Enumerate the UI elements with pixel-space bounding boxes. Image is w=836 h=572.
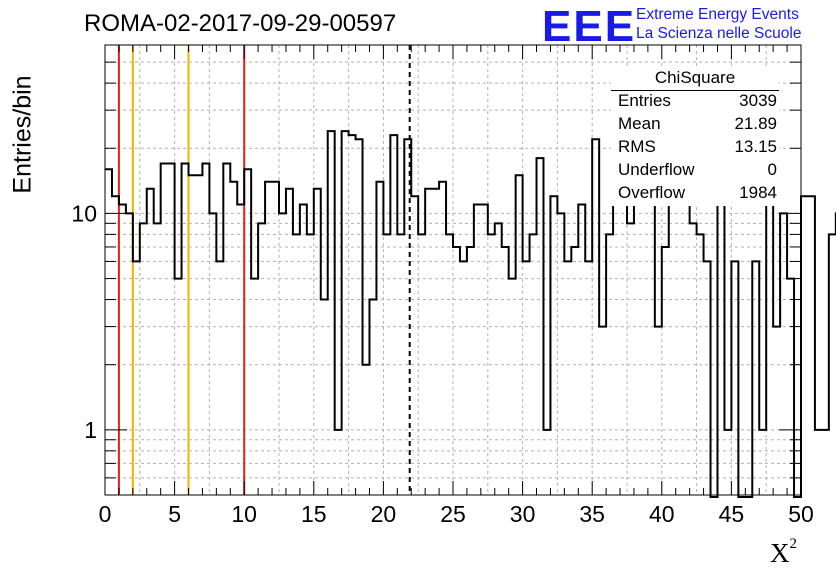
- stats-value: 0: [767, 160, 777, 179]
- x-tick-label: 15: [301, 501, 327, 527]
- stats-label: Mean: [618, 114, 661, 133]
- histogram-series: [105, 130, 836, 498]
- histogram-line: [105, 130, 836, 498]
- grid-layer: [105, 45, 801, 495]
- stats-row-overflow: Overflow 1984: [611, 183, 779, 206]
- logo-line2: La Scienza nelle Scuole: [636, 25, 802, 42]
- y-axis-label: Entries/bin: [8, 75, 37, 194]
- stats-row-underflow: Underflow 0: [611, 160, 779, 183]
- stats-value: 3039: [739, 91, 777, 110]
- eee-logo: EEE: [542, 2, 637, 51]
- marker-lines: [117, 45, 411, 495]
- x-tick-label: 25: [440, 501, 466, 527]
- x-tick-label: 35: [579, 501, 605, 527]
- x-tick-label: 20: [371, 501, 397, 527]
- x-tick-label: 40: [649, 501, 675, 527]
- x-tick-label: 5: [168, 501, 181, 527]
- x-axis-label-base: X: [770, 538, 790, 568]
- stats-row-entries: Entries 3039: [611, 91, 779, 114]
- x-axis-label-superscript: 2: [789, 536, 798, 552]
- x-tick-label: 50: [788, 501, 814, 527]
- plot-title: ROMA-02-2017-09-29-00597: [84, 10, 397, 37]
- stats-value: 13.15: [734, 137, 777, 156]
- stats-label: Underflow: [618, 160, 695, 179]
- y-tick-label: 10: [71, 200, 97, 226]
- stats-row-mean: Mean 21.89: [611, 114, 779, 137]
- logo-caption: Extreme Energy Events La Scienza nelle S…: [636, 5, 801, 43]
- stats-label: Entries: [618, 91, 671, 110]
- stats-value: 1984: [739, 183, 777, 202]
- stats-row-rms: RMS 13.15: [611, 137, 779, 160]
- stats-value: 21.89: [734, 114, 777, 133]
- stats-label: Overflow: [618, 183, 686, 202]
- x-tick-label: 30: [510, 501, 536, 527]
- y-tick-label: 1: [84, 417, 97, 443]
- logo-line1: Extreme Energy Events: [636, 6, 799, 23]
- axes: 0 5 10 15 20 25 30 35 40 45 50 1 10: [71, 44, 814, 527]
- x-tick-label: 45: [719, 501, 745, 527]
- x-axis-label: X2: [770, 536, 798, 569]
- stats-label: RMS: [618, 137, 656, 156]
- stats-title: ChiSquare: [611, 68, 779, 91]
- x-tick-label: 10: [231, 501, 257, 527]
- x-tick-label: 0: [99, 501, 112, 527]
- stats-box: ChiSquare Entries 3039 Mean 21.89 RMS 13…: [611, 68, 779, 206]
